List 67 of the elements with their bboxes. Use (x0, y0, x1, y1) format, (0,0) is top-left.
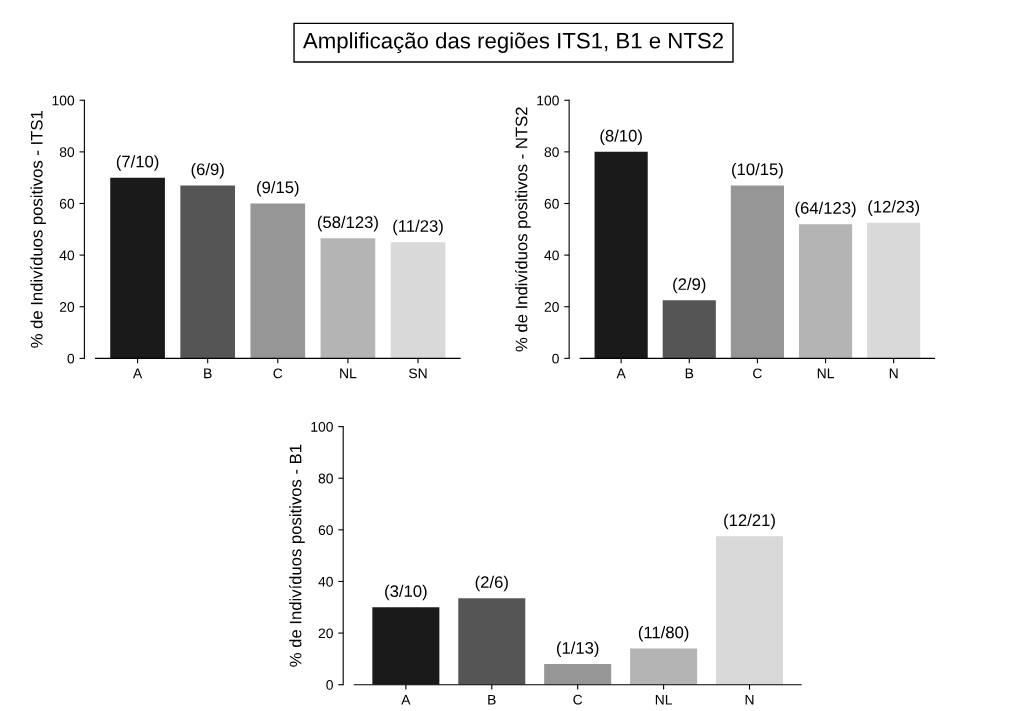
data-label: (2/9) (673, 277, 706, 294)
x-tick-label: N (745, 694, 754, 705)
bar (458, 598, 526, 685)
bar (730, 185, 784, 359)
y-tick-label: 80 (544, 147, 559, 158)
bar (250, 203, 306, 359)
y-tick-label: 20 (59, 302, 75, 312)
y-tick-label: 20 (318, 628, 333, 639)
y-tick-label: 100 (311, 421, 333, 432)
y-tick-label: 60 (544, 198, 559, 209)
y-axis-title: % de Indivíduos positivos - ITS1 (30, 111, 46, 348)
y-tick-label: 40 (59, 250, 75, 261)
y-tick-label: 100 (537, 95, 559, 106)
y-axis-title: % de Indivíduos positivos - NTS2 (514, 107, 531, 352)
bar (867, 222, 921, 359)
x-tick-label: B (204, 368, 212, 379)
data-label: (8/10) (600, 129, 642, 145)
data-label: (11/80) (638, 626, 689, 642)
x-tick-label: NL (817, 368, 834, 379)
x-tick-label: A (132, 368, 143, 379)
x-tick-label: SN (409, 368, 427, 379)
y-tick-label: 80 (318, 473, 333, 484)
data-label: (7/10) (116, 155, 159, 171)
x-tick-label: B (488, 694, 496, 705)
x-tick-label: C (573, 694, 583, 705)
bar (798, 224, 853, 359)
text: Amplificação das regiões ITS1, B1 e NTS2 (302, 32, 723, 54)
x-tick-label: C (273, 368, 283, 379)
data-label: (3/10) (385, 584, 427, 601)
x-tick-label: B (685, 368, 694, 379)
bar (662, 300, 716, 359)
data-label: (12/21) (724, 513, 775, 530)
y-axis-title: % de Indivíduos positivos - B1 (289, 444, 305, 667)
x-tick-label: N (889, 368, 898, 379)
bar (544, 664, 612, 685)
data-label: (64/123) (795, 201, 856, 218)
bar (594, 151, 648, 359)
data-label: (11/23) (393, 219, 443, 236)
y-tick-label: 60 (318, 525, 333, 536)
y-tick-label: 0 (552, 353, 559, 364)
x-tick-label: A (401, 694, 411, 705)
data-label: (1/13) (556, 641, 599, 658)
y-tick-label: 100 (52, 95, 75, 106)
x-tick-label: A (616, 368, 626, 379)
bar (110, 177, 165, 359)
data-label: (58/123) (317, 215, 378, 232)
x-tick-label: NL (340, 368, 357, 379)
bar (630, 648, 698, 685)
data-label: (10/15) (732, 162, 783, 179)
bar (180, 185, 236, 359)
bar (390, 242, 446, 359)
data-label: (12/23) (868, 200, 920, 216)
y-tick-label: 80 (59, 147, 75, 158)
data-label: (6/9) (191, 162, 224, 179)
y-tick-label: 40 (318, 576, 333, 587)
x-tick-label: C (753, 368, 762, 379)
data-label: (2/6) (475, 575, 508, 592)
bar (716, 536, 784, 685)
y-tick-label: 0 (326, 680, 333, 690)
y-tick-label: 20 (544, 302, 559, 312)
bar (372, 607, 440, 685)
y-tick-label: 40 (544, 250, 559, 261)
data-label: (9/15) (257, 181, 299, 197)
x-tick-label: NL (655, 694, 673, 705)
y-tick-label: 0 (67, 353, 75, 364)
bar (320, 238, 376, 359)
y-tick-label: 60 (59, 198, 75, 209)
